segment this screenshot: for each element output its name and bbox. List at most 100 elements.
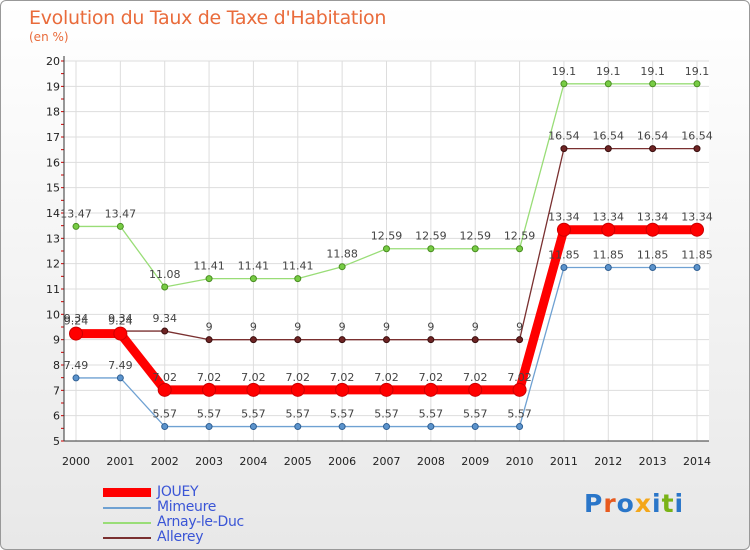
data-label-jouey: 13.34	[593, 211, 625, 224]
data-label-allerey: 16.54	[548, 130, 580, 143]
data-point-allerey	[560, 145, 568, 153]
y-tick-label: 8	[53, 359, 60, 372]
y-tick-label: 20	[46, 55, 60, 68]
data-label-jouey: 7.02	[197, 371, 222, 384]
legend-swatch	[103, 536, 151, 539]
data-label-arnay-le-duc: 11.41	[282, 260, 314, 273]
y-tick-label: 17	[46, 131, 60, 144]
x-tick-label: 2002	[151, 455, 179, 468]
data-point-mimeure	[427, 423, 435, 431]
data-point-jouey	[335, 382, 350, 397]
data-label-jouey: 7.02	[286, 371, 311, 384]
data-label-jouey: 7.02	[374, 371, 399, 384]
x-tick-label: 2012	[594, 455, 622, 468]
data-label-mimeure: 7.49	[108, 359, 133, 372]
data-point-jouey	[645, 222, 660, 237]
legend-swatch	[103, 521, 151, 524]
data-label-allerey: 16.54	[637, 130, 669, 143]
data-label-jouey: 9.24	[64, 315, 89, 328]
data-label-mimeure: 5.57	[374, 408, 399, 421]
legend-item-allerey: Allerey	[103, 530, 244, 545]
x-tick-label: 2003	[195, 455, 223, 468]
legend-label: JOUEY	[157, 484, 199, 500]
data-point-allerey	[205, 336, 213, 344]
data-point-arnay-le-duc	[116, 222, 124, 230]
data-point-allerey	[161, 327, 169, 335]
data-point-allerey	[471, 336, 479, 344]
y-tick-label: 6	[53, 410, 60, 423]
data-point-mimeure	[471, 423, 479, 431]
data-point-arnay-le-duc	[205, 275, 213, 283]
data-point-jouey	[690, 222, 704, 237]
data-label-arnay-le-duc: 19.1	[685, 65, 710, 78]
data-point-allerey	[649, 145, 657, 153]
data-point-jouey	[290, 382, 305, 397]
data-label-allerey: 9	[250, 321, 257, 334]
data-point-jouey	[379, 382, 394, 397]
chart-title: Evolution du Taux de Taxe d'Habitation	[29, 7, 387, 29]
data-label-jouey: 13.34	[548, 211, 580, 224]
data-label-jouey: 7.02	[419, 371, 444, 384]
data-point-arnay-le-duc	[383, 245, 390, 253]
data-label-mimeure: 7.49	[64, 359, 89, 372]
data-label-arnay-le-duc: 13.47	[105, 207, 137, 220]
data-label-mimeure: 11.85	[593, 248, 625, 261]
data-label-mimeure: 5.57	[152, 408, 177, 421]
data-label-allerey: 9	[383, 321, 390, 334]
data-label-arnay-le-duc: 19.1	[552, 65, 577, 78]
data-label-allerey: 9	[294, 321, 301, 334]
data-label-arnay-le-duc: 11.41	[193, 260, 225, 273]
x-tick-label: 2004	[239, 455, 267, 468]
logo-letter: i	[652, 489, 662, 518]
data-point-arnay-le-duc	[560, 80, 568, 88]
data-label-arnay-le-duc: 12.59	[459, 230, 491, 243]
legend-label: Arnay-le-Duc	[157, 514, 244, 530]
data-label-arnay-le-duc: 13.47	[60, 207, 92, 220]
y-tick-label: 9	[53, 334, 60, 347]
data-point-allerey	[693, 145, 701, 153]
data-label-arnay-le-duc: 12.59	[415, 230, 447, 243]
data-point-arnay-le-duc	[249, 275, 257, 283]
x-tick-label: 2006	[328, 455, 356, 468]
data-point-arnay-le-duc	[338, 263, 346, 271]
x-tick-label: 2013	[639, 455, 667, 468]
data-label-allerey: 9	[339, 321, 346, 334]
y-tick-label: 12	[46, 258, 60, 271]
data-label-jouey: 9.24	[108, 315, 133, 328]
data-point-arnay-le-duc	[471, 245, 479, 253]
data-label-mimeure: 11.85	[637, 248, 669, 261]
y-tick-label: 18	[46, 106, 60, 119]
data-point-jouey	[246, 382, 261, 397]
chart-subtitle: (en %)	[29, 30, 69, 44]
data-label-mimeure: 5.57	[419, 408, 444, 421]
data-label-mimeure: 5.57	[507, 408, 532, 421]
data-point-mimeure	[383, 423, 390, 431]
data-label-allerey: 16.54	[681, 130, 713, 143]
data-label-jouey: 7.02	[241, 371, 266, 384]
data-label-jouey: 7.02	[463, 371, 488, 384]
x-tick-label: 2008	[417, 455, 445, 468]
data-label-allerey: 9	[206, 321, 213, 334]
logo-letter: P	[584, 489, 604, 518]
data-point-allerey	[294, 336, 302, 344]
data-label-mimeure: 11.85	[548, 248, 580, 261]
legend-swatch	[103, 488, 151, 497]
y-tick-label: 14	[46, 207, 60, 220]
data-point-arnay-le-duc	[693, 80, 701, 88]
legend-item-jouey: JOUEY	[103, 485, 244, 500]
logo-letter: r	[603, 489, 617, 518]
data-point-mimeure	[560, 263, 568, 271]
y-tick-label: 7	[53, 384, 60, 397]
data-point-jouey	[69, 326, 83, 341]
data-point-mimeure	[205, 423, 213, 431]
data-point-mimeure	[72, 374, 80, 382]
data-label-arnay-le-duc: 11.88	[326, 248, 358, 261]
data-point-allerey	[383, 336, 390, 344]
data-point-jouey	[113, 326, 128, 341]
x-tick-label: 2005	[284, 455, 312, 468]
data-label-arnay-le-duc: 11.08	[149, 268, 181, 281]
legend-label: Allerey	[157, 529, 204, 545]
x-tick-label: 2011	[550, 455, 578, 468]
y-tick-label: 13	[46, 232, 60, 245]
